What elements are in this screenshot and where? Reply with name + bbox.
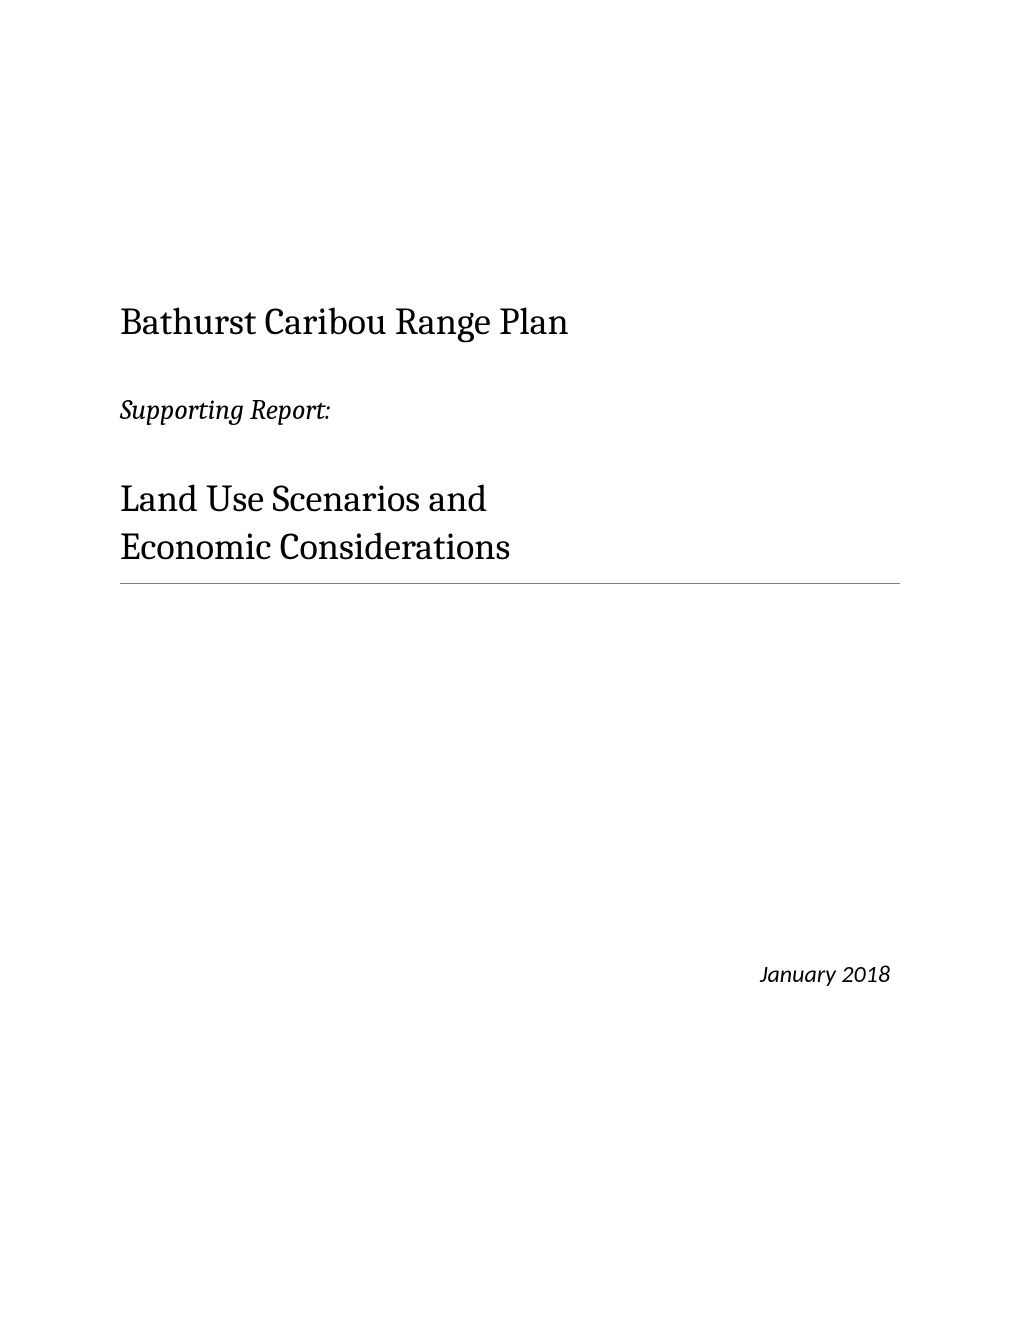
title-secondary-line1: Land Use Scenarios and: [120, 477, 487, 521]
page-content: Bathurst Caribou Range Plan Supporting R…: [0, 0, 1020, 584]
title-secondary: Land Use Scenarios and Economic Consider…: [120, 476, 900, 584]
subtitle-label: Supporting Report:: [120, 394, 900, 426]
title-main: Bathurst Caribou Range Plan: [120, 300, 900, 344]
title-secondary-line2: Economic Considerations: [120, 525, 510, 569]
date-label: January 2018: [760, 960, 890, 989]
